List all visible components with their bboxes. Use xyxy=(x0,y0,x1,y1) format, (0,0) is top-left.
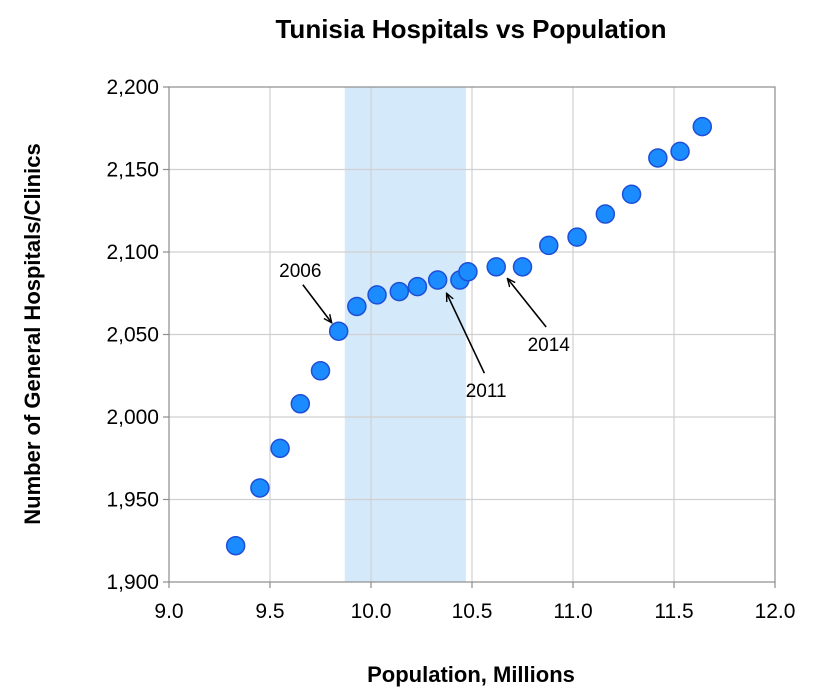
y-tick-label: 2,000 xyxy=(106,406,159,429)
y-axis-title: Number of General Hospitals/Clinics xyxy=(20,143,45,524)
data-point xyxy=(670,141,690,162)
data-point xyxy=(250,478,270,498)
data-point xyxy=(512,257,533,277)
data-point xyxy=(458,262,478,282)
y-tick-label: 2,150 xyxy=(106,159,159,182)
x-tick-label: 11.5 xyxy=(654,600,693,623)
data-point xyxy=(595,204,616,224)
data-point xyxy=(367,285,387,305)
data-point xyxy=(567,227,587,247)
x-tick-label: 9.5 xyxy=(255,600,284,623)
data-point xyxy=(290,394,311,414)
data-point xyxy=(486,257,506,277)
data-point xyxy=(648,148,668,168)
data-point xyxy=(692,116,713,137)
x-axis-title: Population, Millions xyxy=(367,662,575,687)
y-tick-label: 1,900 xyxy=(106,571,159,594)
x-tick-label: 9.0 xyxy=(154,600,183,623)
x-tick-label: 11.0 xyxy=(553,600,592,623)
data-point xyxy=(389,281,410,302)
annotation-label-2014: 2014 xyxy=(528,335,571,356)
annotation-arrow-2011 xyxy=(447,293,486,374)
annotation-arrow-2014 xyxy=(507,279,547,328)
x-tick-label: 12.0 xyxy=(755,600,796,623)
data-point xyxy=(407,276,428,297)
data-point xyxy=(225,535,246,556)
y-tick-label: 2,050 xyxy=(106,324,159,347)
y-tick-label: 2,100 xyxy=(106,241,159,264)
x-tick-label: 10.5 xyxy=(452,600,493,623)
data-point xyxy=(347,296,367,317)
annotation-label-2006: 2006 xyxy=(279,261,321,282)
chart-title: Tunisia Hospitals vs Population xyxy=(275,14,666,44)
annotation-arrow-2006 xyxy=(302,284,332,323)
data-point xyxy=(328,321,349,341)
y-tick-label: 2,200 xyxy=(106,76,159,99)
data-point xyxy=(539,235,559,256)
annotations: 2006 2011 2014 xyxy=(279,261,570,402)
x-axis-ticks: 9.0 9.5 10.0 10.5 11.0 11.5 12.0 xyxy=(154,582,795,623)
data-point xyxy=(270,438,290,459)
gridlines xyxy=(169,87,775,582)
data-point xyxy=(310,361,331,381)
x-tick-label: 10.0 xyxy=(351,600,392,623)
annotation-label-2011: 2011 xyxy=(466,381,507,402)
y-tick-label: 1,950 xyxy=(106,489,159,512)
data-point xyxy=(427,270,448,290)
data-point xyxy=(621,184,642,204)
y-axis-ticks: 1,900 1,950 2,000 2,050 2,100 2,150 2,200 xyxy=(106,76,169,594)
data-points xyxy=(225,116,713,556)
